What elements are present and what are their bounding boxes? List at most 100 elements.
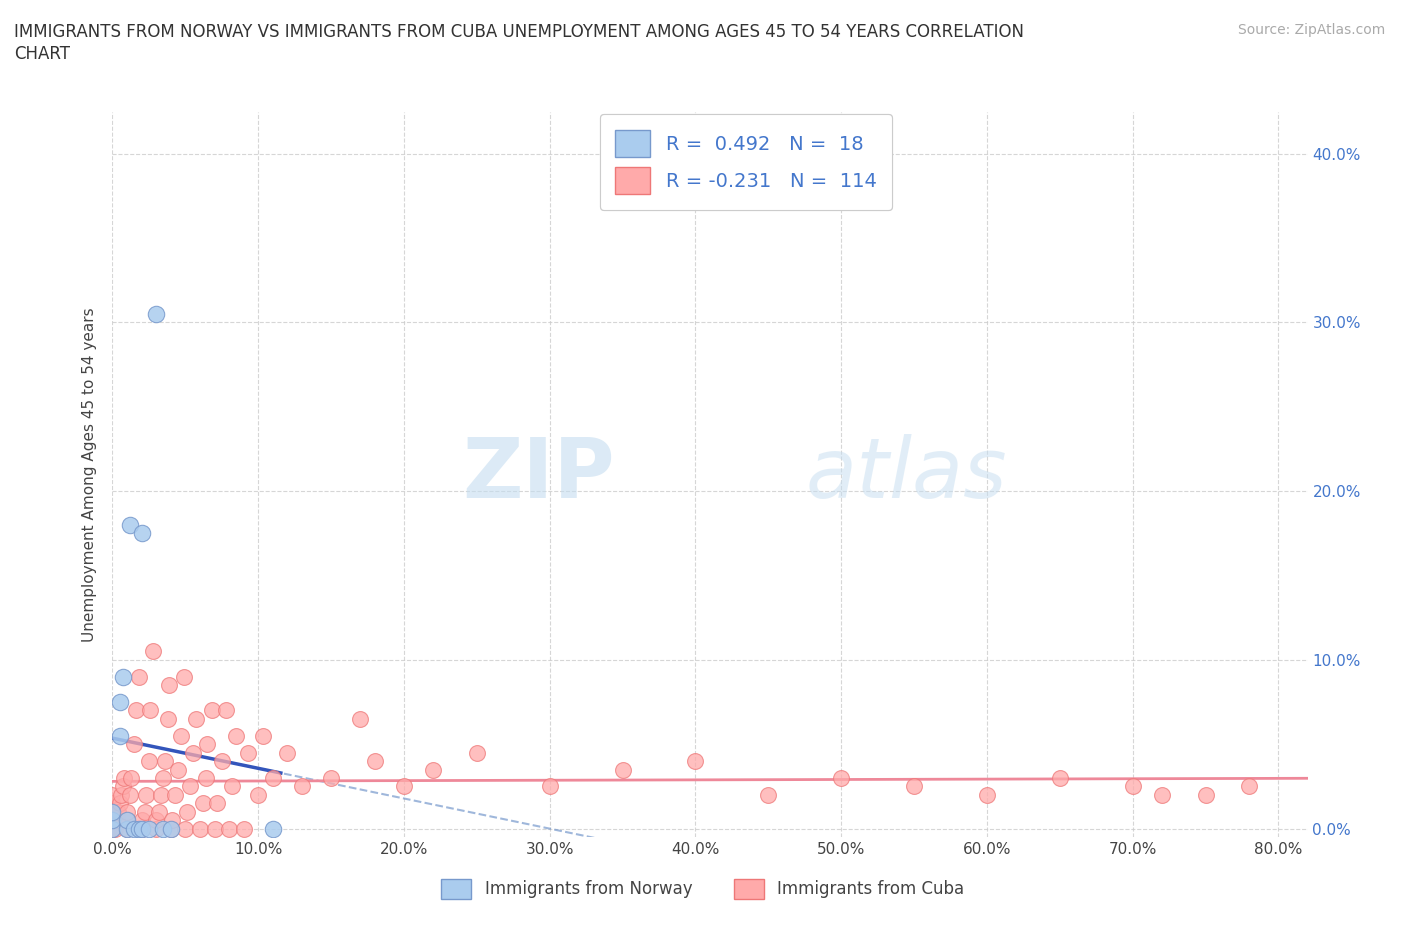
Point (392, 779, 415, 794)
Point (1194, 788, 1216, 803)
Point (138, 753, 160, 768)
Point (200, 703, 222, 718)
Legend: R =  0.492   N =  18, R = -0.231   N =  114: R = 0.492 N = 18, R = -0.231 N = 114 (599, 114, 893, 210)
Point (1239, 779, 1261, 794)
Point (465, 745, 488, 760)
Point (204, 821, 226, 836)
Point (139, 703, 162, 718)
Text: IMMIGRANTS FROM NORWAY VS IMMIGRANTS FROM CUBA UNEMPLOYMENT AMONG AGES 45 TO 54 : IMMIGRANTS FROM NORWAY VS IMMIGRANTS FRO… (14, 23, 1024, 41)
Point (291, 779, 314, 794)
Point (1049, 771, 1071, 786)
Point (118, 517, 141, 532)
Point (115, 813, 138, 828)
Point (170, 728, 193, 743)
Point (165, 788, 187, 803)
Point (131, 821, 153, 836)
Point (112, 771, 135, 786)
Point (110, 788, 132, 803)
Point (120, 771, 142, 786)
Point (111, 670, 134, 684)
Point (101, 821, 124, 836)
Point (184, 711, 207, 726)
Point (131, 525, 153, 540)
Point (108, 796, 131, 811)
Point (276, 745, 298, 760)
Point (191, 796, 214, 811)
Point (176, 804, 198, 819)
Point (128, 670, 150, 684)
Point (364, 753, 387, 768)
Point (115, 813, 138, 828)
Point (830, 771, 852, 786)
Point (101, 804, 124, 819)
Point (101, 804, 124, 819)
Point (115, 821, 138, 836)
Point (115, 821, 138, 836)
Point (107, 804, 129, 819)
Legend: Immigrants from Norway, Immigrants from Cuba: Immigrants from Norway, Immigrants from … (427, 866, 979, 912)
Text: CHART: CHART (14, 45, 70, 62)
Point (319, 771, 342, 786)
Point (138, 821, 160, 836)
Point (162, 813, 183, 828)
Point (903, 779, 925, 794)
Point (152, 771, 174, 786)
Point (685, 753, 707, 768)
Point (236, 745, 259, 760)
Point (181, 745, 204, 760)
Point (108, 728, 131, 743)
Point (1122, 779, 1144, 794)
Point (125, 703, 148, 718)
Point (153, 753, 176, 768)
Point (194, 771, 217, 786)
Point (422, 762, 444, 777)
Point (252, 728, 274, 743)
Point (538, 779, 561, 794)
Point (195, 737, 218, 751)
Point (108, 695, 131, 710)
Point (756, 788, 779, 803)
Point (145, 307, 167, 322)
Point (145, 821, 167, 836)
Point (148, 804, 170, 819)
Point (221, 779, 243, 794)
Point (124, 737, 146, 751)
Point (111, 779, 134, 794)
Point (179, 779, 201, 794)
Point (101, 821, 124, 836)
Point (135, 788, 157, 803)
Point (232, 821, 254, 836)
Point (225, 728, 247, 743)
Point (128, 821, 150, 836)
Text: atlas: atlas (806, 433, 1007, 515)
Point (101, 813, 124, 828)
Point (215, 703, 238, 718)
Point (131, 821, 153, 836)
Point (218, 821, 240, 836)
Point (159, 821, 181, 836)
Point (207, 796, 229, 811)
Y-axis label: Unemployment Among Ages 45 to 54 years: Unemployment Among Ages 45 to 54 years (82, 307, 97, 642)
Point (101, 821, 124, 836)
Point (145, 813, 167, 828)
Point (105, 813, 128, 828)
Point (262, 821, 284, 836)
Point (349, 711, 371, 726)
Point (262, 771, 284, 786)
Point (247, 788, 270, 803)
Point (124, 821, 146, 836)
Text: Source: ZipAtlas.com: Source: ZipAtlas.com (1237, 23, 1385, 37)
Point (976, 788, 998, 803)
Point (101, 788, 124, 803)
Point (612, 762, 634, 777)
Point (101, 796, 124, 811)
Point (104, 821, 127, 836)
Point (131, 813, 153, 828)
Point (211, 753, 233, 768)
Point (174, 821, 197, 836)
Point (1150, 788, 1173, 803)
Point (101, 821, 124, 836)
Point (156, 711, 179, 726)
Point (101, 813, 124, 828)
Point (142, 644, 165, 658)
